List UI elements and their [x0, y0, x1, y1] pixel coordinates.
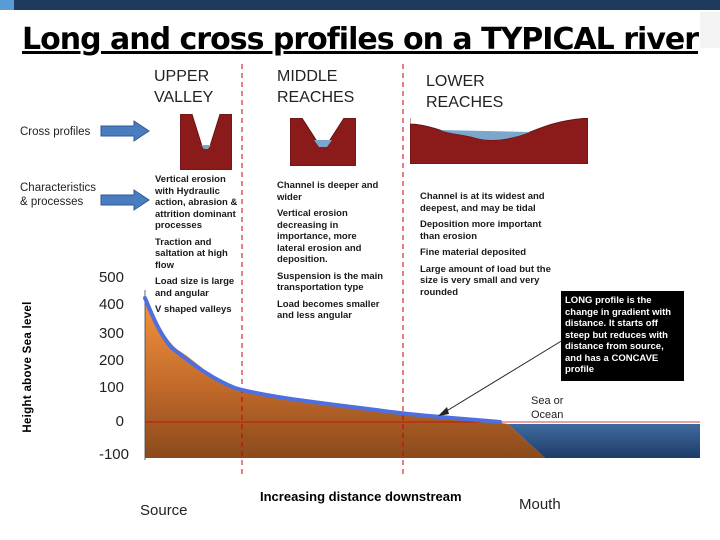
cross-profiles-label: Cross profiles	[20, 126, 91, 138]
y-tick-400: 400	[98, 296, 124, 313]
top-bar	[0, 0, 720, 10]
y-tick-200: 200	[98, 352, 124, 369]
lower-char-1: Channel is at its widest and deepest, an…	[420, 191, 545, 214]
y-tick-0: 0	[115, 413, 124, 430]
upper-characteristics: Vertical erosion with Hydraulic action, …	[155, 174, 243, 321]
upper-char-1: Vertical erosion with Hydraulic action, …	[155, 174, 238, 231]
corner-decoration	[700, 12, 720, 48]
pointer-arrow	[439, 339, 564, 416]
land-mass	[145, 298, 565, 458]
pointer-arrowhead	[438, 407, 449, 416]
y-axis-label: Height above Sea level	[22, 301, 34, 433]
y-tick-minus-100: -100	[98, 446, 129, 463]
lower-cross-profile	[410, 118, 588, 164]
upper-cross-profile	[180, 114, 232, 170]
middle-cross-profile	[290, 118, 356, 166]
characteristics-arrow-icon	[100, 189, 150, 211]
upper-char-2: Traction and saltation at high flow	[155, 236, 228, 271]
stage-middle-reaches: MIDDLE REACHES	[277, 68, 355, 106]
y-tick-300: 300	[98, 325, 124, 342]
middle-characteristics: Channel is deeper and wider Vertical ero…	[277, 180, 385, 327]
upper-char-3: Load size is large and angular	[155, 276, 235, 299]
y-tick-500: 500	[98, 269, 124, 286]
mouth-label: Mouth	[519, 496, 561, 513]
middle-char-3: Suspension is the main transportation ty…	[277, 270, 384, 294]
lower-char-3: Fine material deposited	[420, 247, 527, 258]
lower-char-4: Large amount of load but the size is ver…	[420, 263, 551, 298]
stage-upper-valley: UPPER VALLEY	[154, 68, 214, 106]
stage-lower-reaches: LOWER REACHES	[426, 73, 504, 111]
middle-char-1: Channel is deeper and wider	[277, 180, 379, 203]
y-tick-100: 100	[98, 379, 124, 396]
lower-char-2: Deposition more important than erosion	[420, 219, 542, 242]
upper-char-4: V shaped valleys	[155, 304, 232, 315]
sea-ocean-label: Sea or Ocean	[531, 395, 564, 421]
cross-profiles-arrow-icon	[100, 120, 150, 142]
middle-char-4: Load becomes smaller and less angular	[277, 298, 380, 322]
page-title: Long and cross profiles on a TYPICAL riv…	[22, 22, 699, 57]
x-axis-label: Increasing distance downstream	[260, 489, 462, 504]
source-label: Source	[140, 502, 188, 519]
lower-characteristics: Channel is at its widest and deepest, an…	[420, 191, 558, 303]
long-profile-note: LONG profile is the change in gradient w…	[561, 291, 684, 381]
middle-char-2: Vertical erosion decreasing in importanc…	[277, 208, 362, 265]
sea-mass	[508, 424, 700, 458]
long-profile-line	[143, 296, 502, 424]
characteristics-label: Characteristics & processes	[20, 182, 97, 208]
top-bar-accent	[0, 0, 14, 10]
